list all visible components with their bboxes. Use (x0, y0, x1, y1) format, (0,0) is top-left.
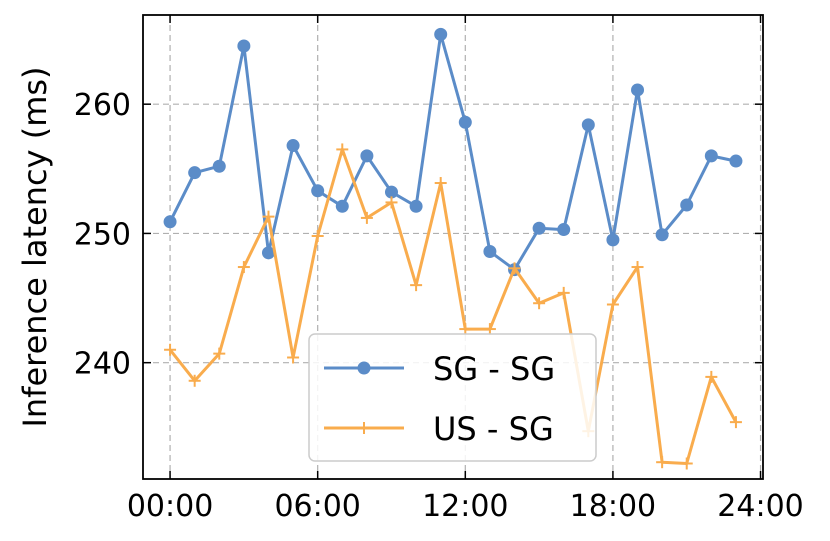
x-tick-label: 18:00 (570, 489, 656, 524)
data-point (261, 246, 275, 260)
data-point (188, 166, 202, 180)
data-point (631, 261, 644, 274)
plot-frame (142, 14, 764, 480)
data-point (557, 223, 571, 237)
data-point (655, 228, 669, 242)
data-point (163, 215, 177, 229)
y-tick-label: 260 (74, 88, 131, 123)
data-point (458, 115, 472, 129)
data-point (262, 210, 275, 223)
series-layer (163, 27, 743, 470)
data-point (286, 139, 300, 153)
data-point (335, 199, 349, 213)
y-tick-label: 250 (74, 217, 131, 252)
data-point (434, 27, 448, 41)
data-point (164, 343, 177, 356)
data-point (434, 177, 447, 190)
data-point (680, 457, 693, 470)
series-us-sg (164, 143, 742, 470)
data-point (360, 211, 373, 224)
data-point (213, 347, 226, 360)
legend: SG - SG US - SG (308, 333, 597, 462)
x-tick-label: 12:00 (422, 489, 508, 524)
data-point (581, 118, 595, 132)
data-point (729, 154, 743, 168)
data-point (606, 233, 620, 247)
y-axis-label: Inference latency (ms) (16, 66, 54, 427)
legend-label: SG - SG (433, 350, 555, 388)
data-point (606, 298, 619, 311)
y-tick-label: 240 (74, 347, 131, 382)
legend-item-us-sg: US - SG (324, 410, 554, 448)
data-point (729, 416, 742, 429)
data-point (311, 184, 325, 198)
data-point (409, 199, 423, 213)
data-point (385, 196, 398, 209)
data-point (212, 159, 226, 173)
data-point (237, 261, 250, 274)
data-point (336, 143, 349, 156)
x-tick-label: 00:00 (127, 489, 213, 524)
data-point (705, 370, 718, 383)
series-line-sg-sg (168, 32, 737, 272)
x-tick-label: 24:00 (717, 489, 803, 524)
data-point (459, 323, 472, 336)
data-point (483, 323, 496, 336)
data-point (311, 230, 324, 243)
data-point (410, 279, 423, 292)
data-point (360, 149, 374, 163)
data-point (384, 185, 398, 199)
legend-item-sg-sg: SG - SG (324, 350, 555, 388)
data-point (656, 456, 669, 469)
legend-label: US - SG (433, 410, 554, 448)
data-point (704, 149, 718, 163)
ticks: 00:00 06:00 12:00 18:00 24:00 240 250 260 (74, 15, 804, 524)
legend-marker (357, 361, 371, 375)
data-point (483, 245, 497, 259)
series-line-us-sg (168, 147, 738, 465)
data-point (188, 374, 201, 387)
data-point (631, 83, 645, 97)
data-point (557, 286, 570, 299)
data-point (508, 262, 521, 275)
data-point (532, 221, 546, 235)
x-tick-label: 06:00 (274, 489, 360, 524)
data-point (680, 198, 694, 212)
data-point (237, 39, 251, 53)
data-point (287, 351, 300, 364)
series-sg-sg (163, 27, 743, 277)
data-point (533, 297, 546, 310)
